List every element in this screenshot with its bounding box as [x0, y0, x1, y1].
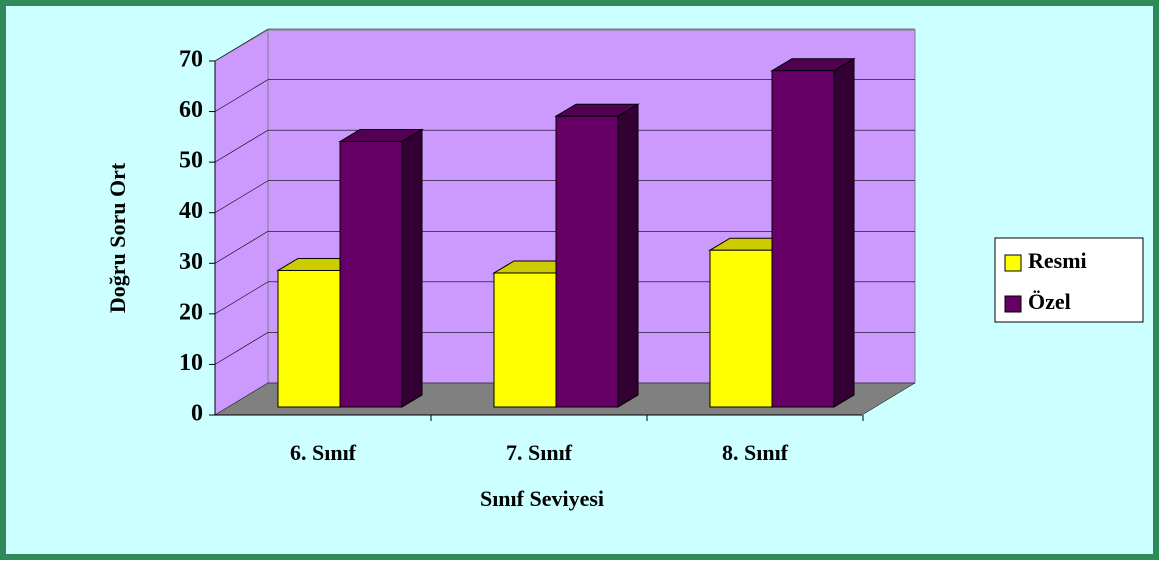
bar-side [833, 57, 855, 408]
bar-side [617, 103, 639, 408]
grid-line [214, 332, 269, 365]
y-tick-label: 30 [179, 249, 203, 275]
y-tick-label: 0 [191, 401, 203, 427]
legend-swatch [1004, 295, 1022, 313]
y-axis-title: Doğru Soru Ort [105, 162, 130, 313]
y-tick-label: 70 [179, 47, 203, 73]
x-tick-label: 6. Sınıf [290, 440, 357, 465]
y-tick-label: 40 [179, 198, 203, 224]
grid-line [214, 79, 269, 112]
y-tick-label: 20 [179, 299, 203, 325]
x-axis-title: Sınıf Seviyesi [480, 486, 604, 511]
legend-label: Özel [1028, 289, 1071, 314]
x-tick-label: 7. Sınıf [506, 440, 573, 465]
bar [277, 269, 341, 408]
grid-line [214, 129, 269, 163]
y-tick-label: 60 [179, 97, 203, 123]
legend-swatch [1004, 254, 1022, 272]
y-tick-label: 10 [179, 350, 203, 376]
y-tick-label: 50 [179, 148, 203, 174]
bar [709, 249, 773, 408]
bar [771, 70, 835, 408]
x-tick-label: 8. Sınıf [722, 440, 789, 465]
grid-line [214, 231, 269, 264]
bar [493, 272, 557, 408]
side-wall [214, 29, 269, 416]
bar-side [401, 128, 423, 408]
bar [555, 115, 619, 408]
bar [339, 141, 403, 408]
grid-line [214, 180, 269, 213]
grid-line [214, 28, 269, 62]
grid-line [214, 281, 269, 315]
legend-label: Resmi [1028, 248, 1087, 273]
